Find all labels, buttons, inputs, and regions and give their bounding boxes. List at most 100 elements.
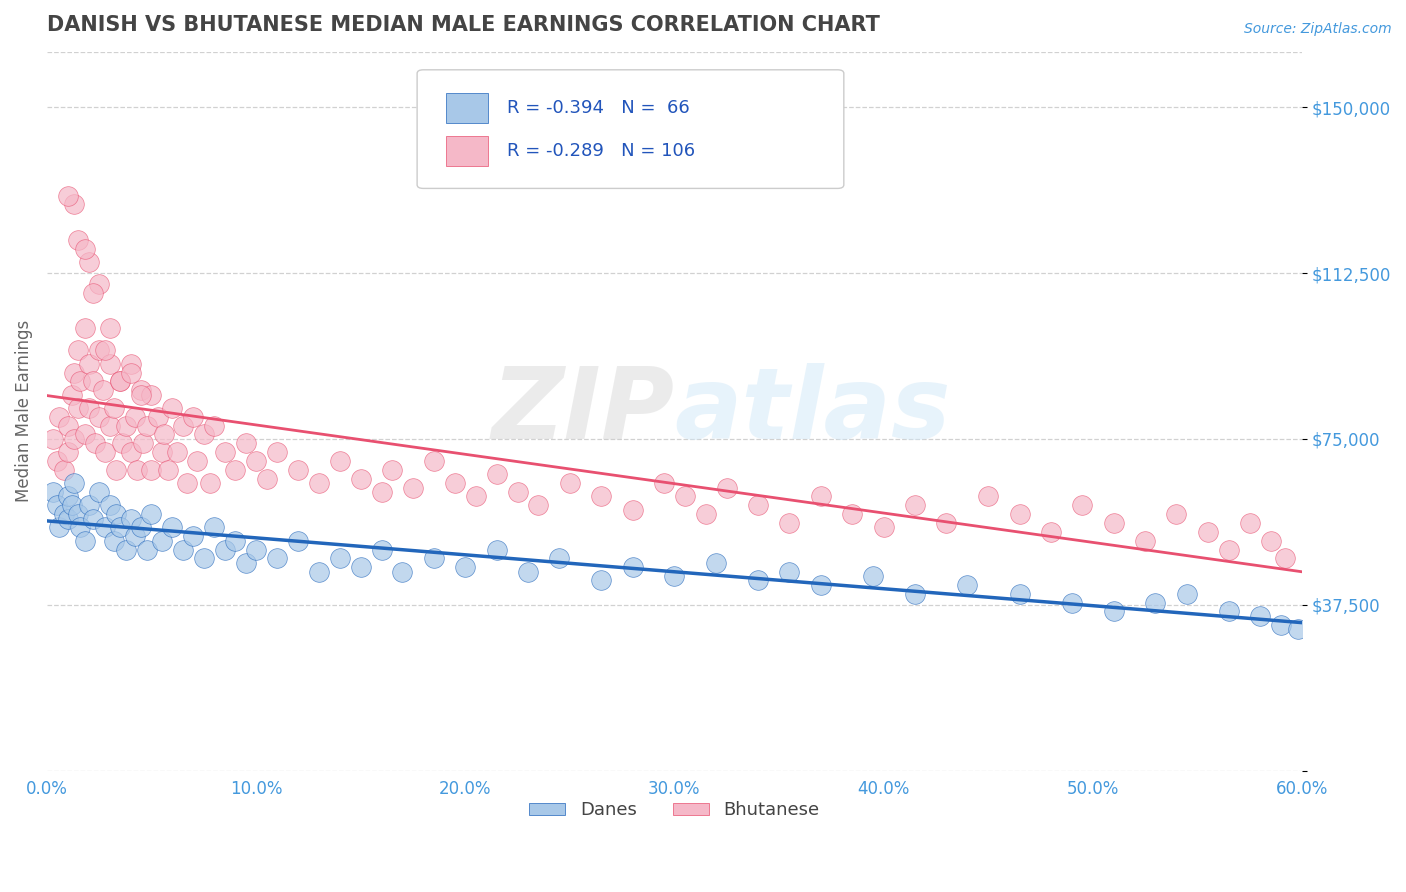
Point bbox=[193, 551, 215, 566]
Point bbox=[778, 516, 800, 530]
Point bbox=[67, 343, 90, 358]
FancyBboxPatch shape bbox=[446, 93, 488, 123]
Point bbox=[1133, 533, 1156, 548]
Point bbox=[77, 401, 100, 415]
Point bbox=[329, 454, 352, 468]
Point bbox=[63, 432, 86, 446]
Point bbox=[181, 529, 204, 543]
Point bbox=[98, 498, 121, 512]
Point bbox=[1060, 596, 1083, 610]
Point bbox=[1166, 507, 1188, 521]
FancyBboxPatch shape bbox=[446, 136, 488, 166]
Point bbox=[141, 507, 163, 521]
Point bbox=[124, 529, 146, 543]
Point bbox=[52, 463, 75, 477]
Point bbox=[704, 556, 727, 570]
Point bbox=[810, 490, 832, 504]
Point bbox=[103, 533, 125, 548]
Point bbox=[423, 551, 446, 566]
Point bbox=[82, 375, 104, 389]
Point bbox=[214, 542, 236, 557]
Point bbox=[308, 565, 330, 579]
Point bbox=[202, 520, 225, 534]
Point bbox=[120, 366, 142, 380]
Point bbox=[747, 498, 769, 512]
Point bbox=[673, 490, 696, 504]
Point bbox=[89, 343, 111, 358]
Point bbox=[129, 387, 152, 401]
Point bbox=[150, 445, 173, 459]
Point bbox=[98, 418, 121, 433]
Point bbox=[329, 551, 352, 566]
Point bbox=[193, 427, 215, 442]
Point bbox=[224, 533, 246, 548]
Point bbox=[716, 481, 738, 495]
Point bbox=[56, 188, 79, 202]
Point bbox=[506, 485, 529, 500]
Point bbox=[176, 476, 198, 491]
Legend: Danes, Bhutanese: Danes, Bhutanese bbox=[522, 794, 827, 826]
FancyBboxPatch shape bbox=[418, 70, 844, 188]
Point bbox=[104, 507, 127, 521]
Point bbox=[245, 454, 267, 468]
Point bbox=[695, 507, 717, 521]
Point bbox=[108, 520, 131, 534]
Point bbox=[115, 418, 138, 433]
Point bbox=[810, 578, 832, 592]
Point bbox=[108, 375, 131, 389]
Point bbox=[48, 409, 70, 424]
Point bbox=[104, 463, 127, 477]
Point bbox=[69, 520, 91, 534]
Point bbox=[181, 409, 204, 424]
Point bbox=[370, 542, 392, 557]
Point bbox=[1008, 587, 1031, 601]
Point bbox=[162, 401, 184, 415]
Point bbox=[73, 242, 96, 256]
Point bbox=[464, 490, 486, 504]
Point bbox=[60, 387, 83, 401]
Point bbox=[89, 277, 111, 291]
Point bbox=[186, 454, 208, 468]
Point bbox=[548, 551, 571, 566]
Point bbox=[141, 387, 163, 401]
Point bbox=[350, 560, 373, 574]
Point bbox=[841, 507, 863, 521]
Point bbox=[84, 436, 107, 450]
Point bbox=[172, 418, 194, 433]
Point bbox=[1039, 524, 1062, 539]
Point bbox=[120, 357, 142, 371]
Point bbox=[1286, 622, 1309, 636]
Point bbox=[485, 542, 508, 557]
Point bbox=[904, 587, 927, 601]
Point bbox=[904, 498, 927, 512]
Y-axis label: Median Male Earnings: Median Male Earnings bbox=[15, 320, 32, 502]
Point bbox=[63, 366, 86, 380]
Point bbox=[287, 463, 309, 477]
Point bbox=[224, 463, 246, 477]
Point bbox=[162, 520, 184, 534]
Point bbox=[94, 445, 117, 459]
Point bbox=[124, 409, 146, 424]
Text: R = -0.289   N = 106: R = -0.289 N = 106 bbox=[508, 142, 695, 160]
Point bbox=[1197, 524, 1219, 539]
Point bbox=[82, 285, 104, 300]
Point bbox=[129, 520, 152, 534]
Point bbox=[862, 569, 884, 583]
Point bbox=[517, 565, 540, 579]
Point bbox=[1218, 542, 1240, 557]
Point bbox=[153, 427, 176, 442]
Point bbox=[235, 556, 257, 570]
Text: atlas: atlas bbox=[675, 363, 950, 459]
Point bbox=[73, 533, 96, 548]
Point bbox=[214, 445, 236, 459]
Point bbox=[42, 432, 65, 446]
Point bbox=[89, 409, 111, 424]
Point bbox=[652, 476, 675, 491]
Point bbox=[591, 574, 613, 588]
Point bbox=[136, 418, 159, 433]
Text: Source: ZipAtlas.com: Source: ZipAtlas.com bbox=[1244, 22, 1392, 37]
Point bbox=[485, 467, 508, 482]
Point bbox=[150, 533, 173, 548]
Text: ZIP: ZIP bbox=[491, 363, 675, 459]
Point bbox=[93, 383, 115, 397]
